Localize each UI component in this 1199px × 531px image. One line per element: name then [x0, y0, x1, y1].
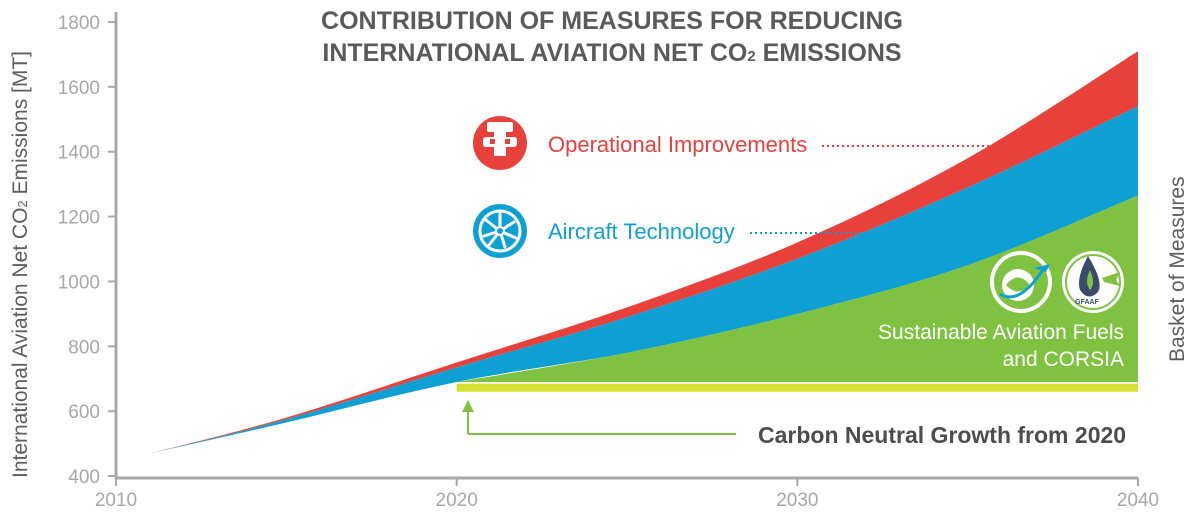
- x-tick-label-2020: 2020: [436, 490, 478, 511]
- label-operational-improvements: Operational Improvements: [548, 132, 807, 157]
- cng-arrow-head: [462, 400, 474, 412]
- y-tick-label-1000: 1000: [58, 272, 100, 293]
- right-axis-label: Basket of Measures: [1166, 176, 1189, 362]
- area-series-3: [456, 383, 1138, 392]
- y-tick-label-1800: 1800: [58, 13, 100, 34]
- label-saf-line1: Sustainable Aviation Fuels: [878, 321, 1124, 344]
- y-tick-label-600: 600: [68, 402, 100, 423]
- y-axis-label: International Aviation Net CO2 Emissions…: [9, 51, 32, 478]
- globe-plane-icon: [990, 251, 1052, 313]
- y-tick-label-1400: 1400: [58, 143, 100, 164]
- y-tick-label-400: 400: [68, 467, 100, 488]
- x-tick-label-2010: 2010: [95, 490, 137, 511]
- y-tick-label-1600: 1600: [58, 78, 100, 99]
- operational-icon: [473, 116, 527, 170]
- x-tick-label-2040: 2040: [1117, 490, 1159, 511]
- label-saf-line2: and CORSIA: [1003, 348, 1124, 371]
- y-tick-label-1200: 1200: [58, 208, 100, 229]
- label-aircraft-technology: Aircraft Technology: [548, 219, 735, 244]
- chart-title-line1: CONTRIBUTION OF MEASURES FOR REDUCING: [321, 7, 903, 35]
- label-carbon-neutral-growth: Carbon Neutral Growth from 2020: [758, 422, 1126, 448]
- gfaaf-logo-text: GFAAF: [1075, 299, 1099, 306]
- aircraft-fan-icon: [473, 204, 527, 258]
- y-tick-label-800: 800: [68, 337, 100, 358]
- gfaaf-logo-icon: GFAAF: [1062, 251, 1124, 313]
- area-series-2: [456, 195, 1138, 382]
- x-tick-label-2030: 2030: [776, 490, 818, 511]
- chart-title-line2: INTERNATIONAL AVIATION NET CO2 EMISSIONS: [322, 39, 901, 67]
